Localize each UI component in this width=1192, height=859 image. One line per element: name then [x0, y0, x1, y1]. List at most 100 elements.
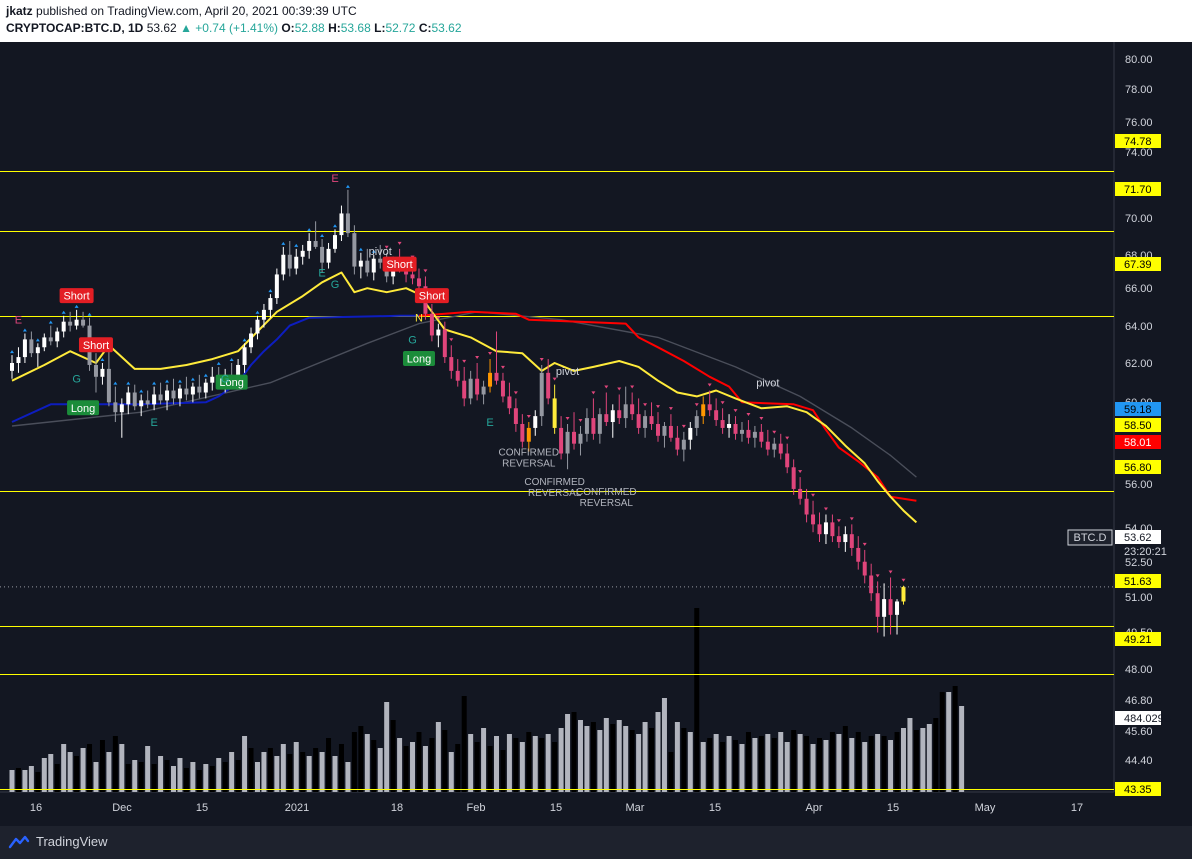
volume-bar — [804, 736, 810, 792]
candle-body — [16, 357, 21, 363]
down-triangle-marker — [746, 413, 751, 417]
candle-body — [811, 514, 816, 525]
price-tick: 52.50 — [1125, 557, 1153, 569]
candle-body — [727, 423, 732, 428]
author-name[interactable]: jkatz — [6, 4, 33, 18]
volume-bar — [216, 758, 222, 792]
candle — [429, 303, 434, 342]
candle — [255, 315, 260, 340]
volume-bar — [481, 728, 487, 792]
volume-bar — [468, 734, 474, 792]
candle — [126, 386, 131, 415]
candle-body — [539, 372, 544, 417]
candle — [604, 392, 609, 426]
letter-marker: G — [72, 374, 81, 386]
candle — [320, 239, 325, 273]
candle — [365, 248, 370, 277]
volume-bar — [254, 762, 260, 792]
candle-body — [630, 404, 635, 415]
volume-bar — [791, 730, 797, 792]
candle — [888, 577, 893, 635]
tradingview-logo[interactable]: TradingView — [8, 834, 108, 849]
letter-marker: E — [318, 267, 325, 279]
candle — [106, 351, 111, 407]
candle — [436, 323, 441, 348]
candle-body — [739, 429, 744, 434]
candle — [662, 422, 667, 448]
up-triangle-marker — [177, 379, 182, 383]
level-tag-box — [1115, 632, 1161, 646]
volume-bar — [629, 730, 635, 792]
price-tag-box — [1115, 460, 1161, 474]
candle-body — [261, 309, 266, 320]
open-value: 52.88 — [294, 21, 325, 35]
candle-body — [462, 380, 467, 399]
price-chart[interactable]: ShortShortShortShortLongLongLongEGEGEEGN… — [0, 42, 1192, 826]
volume-bar — [590, 722, 596, 792]
time-tick: Mar — [626, 802, 645, 814]
candle — [804, 488, 809, 523]
signal-markers — [10, 184, 906, 582]
level-tag-box — [1115, 182, 1161, 196]
volume-bar — [93, 762, 99, 792]
candle-body — [203, 382, 208, 393]
price-tick: 62.00 — [1125, 358, 1153, 370]
volume-bar — [836, 734, 842, 792]
symbol-line: CRYPTOCAP:BTC.D, 1D 53.62 ▲ +0.74 (+1.41… — [6, 21, 462, 35]
candle — [714, 398, 719, 426]
candle — [720, 408, 725, 434]
candle — [759, 423, 764, 448]
volume-bar — [487, 746, 493, 792]
candle — [500, 372, 505, 403]
down-triangle-marker — [578, 418, 583, 422]
signal-label-box — [59, 288, 94, 304]
up-triangle-marker — [165, 379, 170, 383]
volume-bar — [235, 760, 241, 792]
candle-body — [236, 364, 241, 381]
short-signal-label: Short — [78, 337, 113, 353]
candle — [158, 382, 163, 405]
up-triangle-marker — [307, 228, 312, 232]
candle — [785, 443, 790, 474]
trade-signal-labels: Short Short Short Short Long Long Long — [59, 256, 449, 416]
chart-frame[interactable]: Short Short Short Short Long Long Long E G E G E E G N… — [0, 42, 1192, 826]
signal-label-text: Short — [419, 291, 445, 303]
volume-bar — [778, 732, 784, 792]
level-tag-text: 51.63 — [1124, 576, 1152, 588]
signal-label-box — [215, 374, 248, 390]
candle-body — [442, 329, 447, 358]
publish-info: published on TradingView.com, April 20, … — [36, 4, 357, 18]
candle — [74, 309, 79, 330]
short-signal-label: Short — [414, 288, 449, 304]
candle — [668, 414, 673, 442]
candle-body — [765, 441, 770, 450]
level-price-tag: 74.78 — [1115, 134, 1161, 148]
candle-body — [184, 388, 189, 395]
volume-bar — [183, 768, 189, 792]
candle — [862, 549, 867, 584]
signal-label-box — [67, 400, 100, 416]
candle-body — [752, 431, 757, 438]
volume-bar — [875, 734, 881, 792]
candle — [856, 536, 861, 570]
candle — [552, 384, 557, 434]
volume-bar — [577, 720, 583, 792]
candle-body — [507, 396, 512, 409]
volume-bar — [810, 744, 816, 792]
candle-body — [830, 522, 835, 537]
candle-body — [623, 404, 628, 419]
low-value: 52.72 — [385, 21, 416, 35]
up-triangle-marker — [100, 357, 105, 361]
countdown-text: 23:20:21 — [1124, 546, 1167, 558]
up-triangle-marker — [255, 310, 260, 314]
volume-bar — [300, 752, 306, 792]
signal-label-text: Long — [219, 377, 243, 389]
candle-body — [139, 400, 144, 407]
level-tag-text: 49.21 — [1124, 634, 1152, 646]
up-triangle-marker — [126, 381, 131, 385]
down-triangle-marker — [449, 338, 454, 342]
candle — [281, 246, 286, 281]
price-tag: 56.80 — [1115, 460, 1161, 474]
volume-bar — [416, 732, 422, 792]
close-label: C: — [418, 21, 432, 35]
